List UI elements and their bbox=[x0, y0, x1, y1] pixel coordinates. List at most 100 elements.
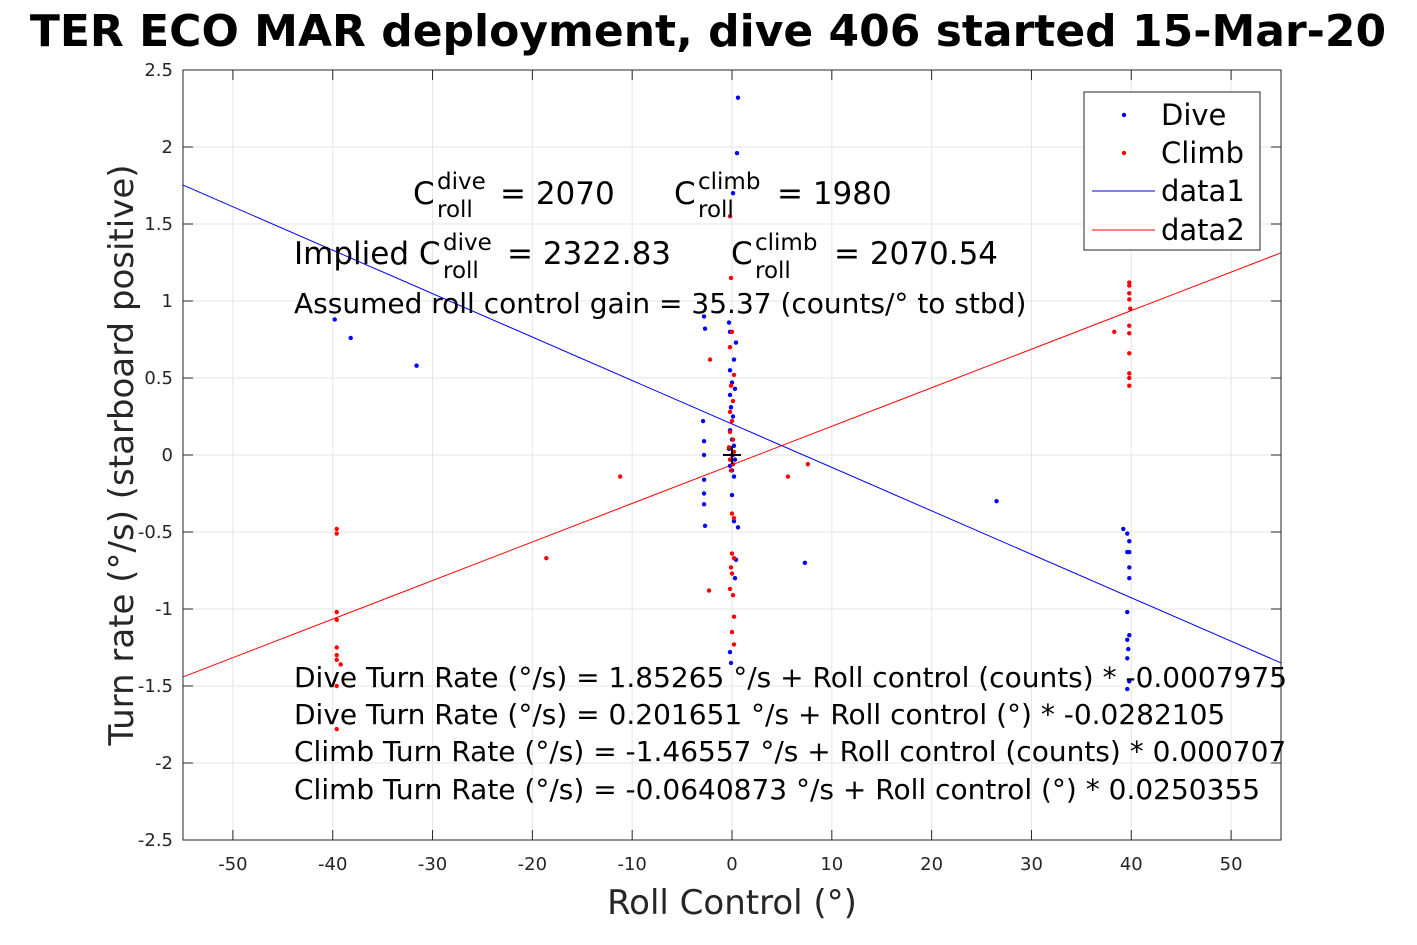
c-dive-sup: dive bbox=[437, 169, 486, 195]
point-dive bbox=[728, 405, 734, 410]
legend-label-climb: Climb bbox=[1161, 136, 1244, 170]
point-climb bbox=[731, 614, 737, 619]
point-climb bbox=[729, 418, 735, 424]
point-dive bbox=[728, 660, 734, 666]
x-tick-label: 10 bbox=[820, 854, 843, 875]
point-climb bbox=[729, 511, 735, 516]
point-climb bbox=[334, 617, 339, 622]
y-tick-label: -2 bbox=[155, 753, 173, 774]
point-climb bbox=[727, 429, 733, 435]
point-climb bbox=[731, 515, 737, 521]
point-climb bbox=[334, 726, 339, 732]
point-dive bbox=[1125, 609, 1130, 615]
c-climb-value: = 1980 bbox=[777, 176, 892, 212]
point-climb bbox=[1112, 329, 1117, 334]
point-climb bbox=[805, 462, 811, 467]
x-tick-label: -20 bbox=[518, 854, 547, 875]
legend-marker-climb bbox=[1121, 150, 1127, 156]
point-dive bbox=[701, 491, 707, 496]
point-dive bbox=[1127, 565, 1132, 570]
implied-dive-sup: dive bbox=[443, 230, 492, 256]
x-tick-label: 50 bbox=[1220, 854, 1243, 875]
point-dive bbox=[1125, 531, 1130, 536]
implied-dive-value: = 2322.83 bbox=[507, 236, 671, 272]
fit-line-data1 bbox=[182, 184, 1282, 664]
x-tick-label: 40 bbox=[1120, 854, 1143, 875]
axis-ticks: -50 -40 -30 -20 -10 0 10 20 30 40 50-2.5-2-1.5-1-0… bbox=[138, 60, 1281, 875]
implied-climb-value: = 2070.54 bbox=[834, 236, 998, 272]
point-dive bbox=[701, 452, 707, 458]
point-dive bbox=[1126, 646, 1131, 652]
point-dive bbox=[1125, 656, 1130, 661]
point-climb bbox=[334, 531, 339, 536]
point-climb bbox=[1127, 280, 1132, 285]
y-tick-label: -2.5 bbox=[138, 830, 173, 851]
point-dive bbox=[727, 392, 733, 398]
point-climb bbox=[706, 588, 712, 593]
point-dive bbox=[1125, 686, 1130, 692]
y-tick-label: -0.5 bbox=[138, 522, 173, 543]
point-dive bbox=[1125, 549, 1130, 555]
point-dive bbox=[702, 523, 708, 529]
point-dive bbox=[700, 418, 706, 424]
point-dive bbox=[732, 576, 738, 581]
chart-title: TER ECO MAR deployment, dive 406 started… bbox=[30, 6, 1386, 57]
point-dive bbox=[729, 492, 735, 498]
x-tick-label: -50 bbox=[218, 854, 247, 875]
point-dive bbox=[732, 386, 738, 391]
point-dive bbox=[1127, 576, 1132, 581]
point-climb bbox=[728, 275, 734, 281]
implied-climb-sub: roll bbox=[755, 258, 791, 284]
point-climb bbox=[707, 357, 713, 362]
y-tick-label: 0 bbox=[162, 445, 173, 466]
y-tick-label: -1 bbox=[155, 599, 173, 620]
c-dive-prefix: C bbox=[413, 176, 435, 212]
point-dive bbox=[727, 368, 733, 373]
point-dive bbox=[731, 357, 737, 362]
point-climb bbox=[728, 383, 734, 388]
point-climb bbox=[730, 592, 736, 598]
point-dive bbox=[1127, 632, 1132, 638]
point-climb bbox=[1127, 351, 1132, 356]
point-climb bbox=[1127, 375, 1132, 381]
point-climb bbox=[726, 445, 732, 450]
equation-climb-counts: Climb Turn Rate (°/s) = -1.46557 °/s + R… bbox=[294, 735, 1286, 768]
point-climb bbox=[728, 468, 734, 473]
point-dive bbox=[734, 150, 740, 156]
point-dive bbox=[1125, 637, 1130, 642]
point-dive bbox=[730, 414, 736, 419]
point-climb bbox=[730, 398, 736, 404]
equation-dive-degrees: Dive Turn Rate (°/s) = 0.201651 °/s + Ro… bbox=[294, 698, 1225, 731]
c-dive-sub: roll bbox=[437, 197, 473, 223]
point-climb bbox=[1127, 283, 1132, 288]
x-tick-label: -40 bbox=[318, 854, 347, 875]
c-climb-prefix: C bbox=[674, 176, 696, 212]
point-dive bbox=[802, 560, 808, 565]
legend-marker-dive bbox=[1121, 112, 1127, 118]
x-tick-label: 0 bbox=[726, 854, 737, 875]
point-dive bbox=[702, 326, 708, 331]
plot-frame bbox=[182, 69, 1282, 841]
legend-label-data2: data2 bbox=[1161, 213, 1245, 247]
implied-climb-prefix: C bbox=[731, 236, 753, 272]
c-dive-value: = 2070 bbox=[500, 176, 615, 212]
origin-marker-group bbox=[723, 446, 741, 464]
legend-label-dive: Dive bbox=[1161, 98, 1226, 132]
point-climb bbox=[730, 437, 736, 442]
point-dive bbox=[414, 363, 419, 368]
point-dive bbox=[731, 474, 737, 479]
y-tick-label: 1.5 bbox=[144, 214, 173, 235]
point-climb bbox=[731, 372, 737, 378]
point-climb bbox=[729, 551, 735, 556]
gain-annotation: Assumed roll control gain = 35.37 (count… bbox=[294, 287, 1026, 320]
point-dive bbox=[1121, 526, 1126, 532]
y-tick-label: 2.5 bbox=[144, 60, 173, 81]
implied-climb-sup: climb bbox=[755, 230, 817, 256]
point-climb bbox=[731, 555, 737, 561]
point-climb bbox=[1127, 323, 1132, 328]
x-axis-label: Roll Control (°) bbox=[607, 883, 857, 923]
point-dive bbox=[1127, 539, 1132, 544]
point-dive bbox=[730, 191, 736, 196]
point-climb bbox=[338, 662, 343, 667]
y-axis-label: Turn rate (°/s) (starboard positive) bbox=[102, 164, 142, 746]
